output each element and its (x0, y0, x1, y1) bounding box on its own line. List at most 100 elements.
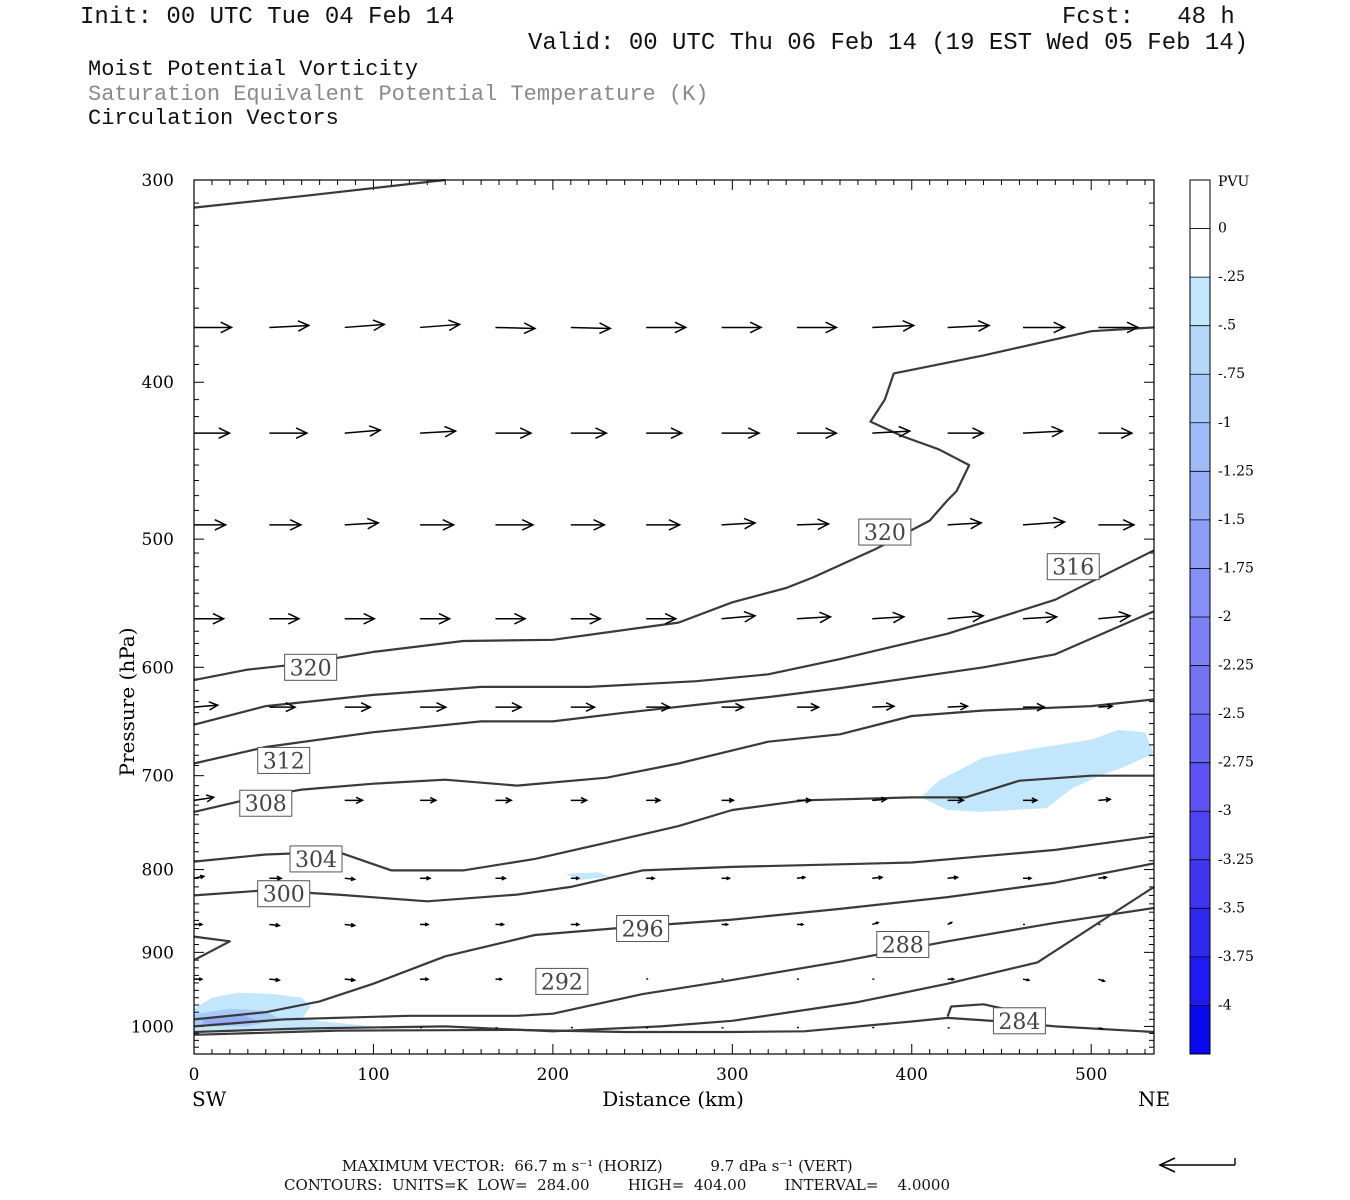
wind-vector-dot (419, 1026, 423, 1029)
wind-vector-head (1101, 978, 1106, 983)
wind-vector-head (743, 610, 757, 623)
wind-vector-head (971, 610, 985, 623)
contour-label-box (289, 845, 343, 873)
wind-vector-head (501, 875, 508, 881)
wind-vector-head (825, 427, 839, 439)
wind-vector-head (214, 519, 228, 531)
wind-vector-head (1126, 321, 1140, 334)
x-tick-label: 200 (537, 1065, 569, 1085)
max-vector-note: MAXIMUM VECTOR: 66.7 m s⁻¹ (HORIZ) 9.7 d… (342, 1157, 853, 1175)
wind-vector (1022, 430, 1063, 434)
wind-vector-head (810, 702, 821, 712)
axes: 300 400 500 600 700 800 900 1000 0 100 200 300 400 50… (115, 171, 1170, 1111)
wind-vector (872, 705, 895, 708)
x-axis-label: Distance (km) (602, 1087, 744, 1111)
y-tick-label: 700 (142, 767, 174, 787)
theta-contours (193, 178, 1155, 1036)
colorbar-label: -1.25 (1218, 463, 1254, 479)
wind-vector-head (350, 876, 357, 882)
wind-vector-head (198, 977, 204, 982)
wind-vector (570, 326, 611, 330)
wind-vector-head (892, 611, 906, 624)
wind-vector-head (1051, 425, 1065, 438)
wind-vector-head (208, 701, 220, 711)
wind-vector-head (355, 796, 365, 805)
wind-vector-head (878, 875, 884, 881)
wind-vector-head (275, 922, 281, 928)
colorbar-cell (1190, 1005, 1210, 1054)
wind-vector-head (1027, 876, 1033, 881)
colorbar-cell (1190, 277, 1210, 326)
contour-label: 292 (541, 970, 583, 995)
contour-label: 320 (864, 521, 906, 546)
wind-vector (344, 522, 379, 526)
wind-vector-head (800, 922, 805, 927)
colorbar-cell (1190, 811, 1210, 860)
wind-vector-head (875, 921, 880, 925)
contour-label: 288 (882, 934, 924, 959)
wind-vector (269, 324, 309, 329)
wind-vector (1022, 616, 1057, 620)
wind-vector (947, 705, 968, 708)
wind-vector-head (660, 702, 672, 712)
wind-vector-head (287, 612, 301, 625)
colorbar-label: -1.75 (1218, 560, 1254, 576)
wind-vector-head (1053, 516, 1067, 529)
wind-vector-head (599, 322, 613, 335)
wind-vector-head (1031, 797, 1039, 804)
contour-labels: 320 320 316 312 308 304 300 296 292 288 284 (239, 518, 1100, 1035)
forecast-hour: Fcst: 48 h (1062, 4, 1235, 31)
wind-vector-head (951, 977, 956, 981)
wind-vector-head (949, 921, 954, 925)
y-tick-label: 600 (142, 658, 174, 678)
wind-vector-head (295, 427, 309, 439)
contour-label-box (876, 931, 930, 959)
wind-vector-head (424, 977, 430, 982)
contour-label-box (992, 1007, 1046, 1035)
wind-vector-head (817, 518, 831, 531)
wind-vector (1098, 705, 1113, 708)
wind-vector-head (972, 427, 985, 439)
wind-vector-head (429, 796, 438, 804)
wind-vector (344, 323, 385, 329)
wind-vector-head (519, 427, 533, 439)
wind-vector-head (801, 875, 807, 880)
wind-vector-head (819, 611, 833, 624)
wind-vector-head (218, 427, 232, 439)
wind-vector-head (670, 427, 684, 439)
wind-vector-head (654, 797, 662, 804)
colorbar-cell (1190, 762, 1210, 812)
wind-vector-head (724, 922, 730, 927)
wind-vector (193, 704, 218, 708)
wind-vector-head (444, 425, 458, 438)
wind-vector-head (728, 797, 736, 804)
theta-contour-line (193, 835, 1155, 903)
field-title-theta-es: Saturation Equivalent Potential Temperat… (88, 82, 709, 107)
contour-label: 320 (290, 656, 332, 681)
colorbar-label: -4 (1218, 997, 1232, 1013)
contour-label: 304 (295, 848, 337, 873)
wind-vector-head (436, 702, 448, 713)
reference-vector-head (1158, 1157, 1176, 1173)
contour-label-box (858, 518, 912, 546)
contour-label: 284 (998, 1010, 1040, 1035)
wind-vector-head (442, 519, 456, 531)
contour-label: 312 (263, 749, 305, 774)
wind-vector (947, 615, 984, 620)
wind-vector-head (199, 874, 206, 880)
colorbar-cell (1190, 374, 1210, 423)
wind-vector (1098, 798, 1111, 802)
wind-vector-head (1100, 1027, 1104, 1030)
colorbar-cell (1190, 859, 1210, 909)
wind-vector-head (505, 796, 513, 804)
wind-vector-head (1036, 702, 1047, 712)
wind-vector-head (220, 321, 234, 334)
wind-vector-head (511, 702, 523, 713)
wind-vector-head (438, 612, 452, 625)
theta-contour-line (193, 698, 1155, 813)
contour-label: 308 (245, 792, 287, 817)
wind-vector-head (350, 922, 357, 928)
theta-contour-line (193, 178, 446, 209)
wind-vector-head (668, 519, 682, 531)
colorbar-cell (1190, 568, 1210, 617)
